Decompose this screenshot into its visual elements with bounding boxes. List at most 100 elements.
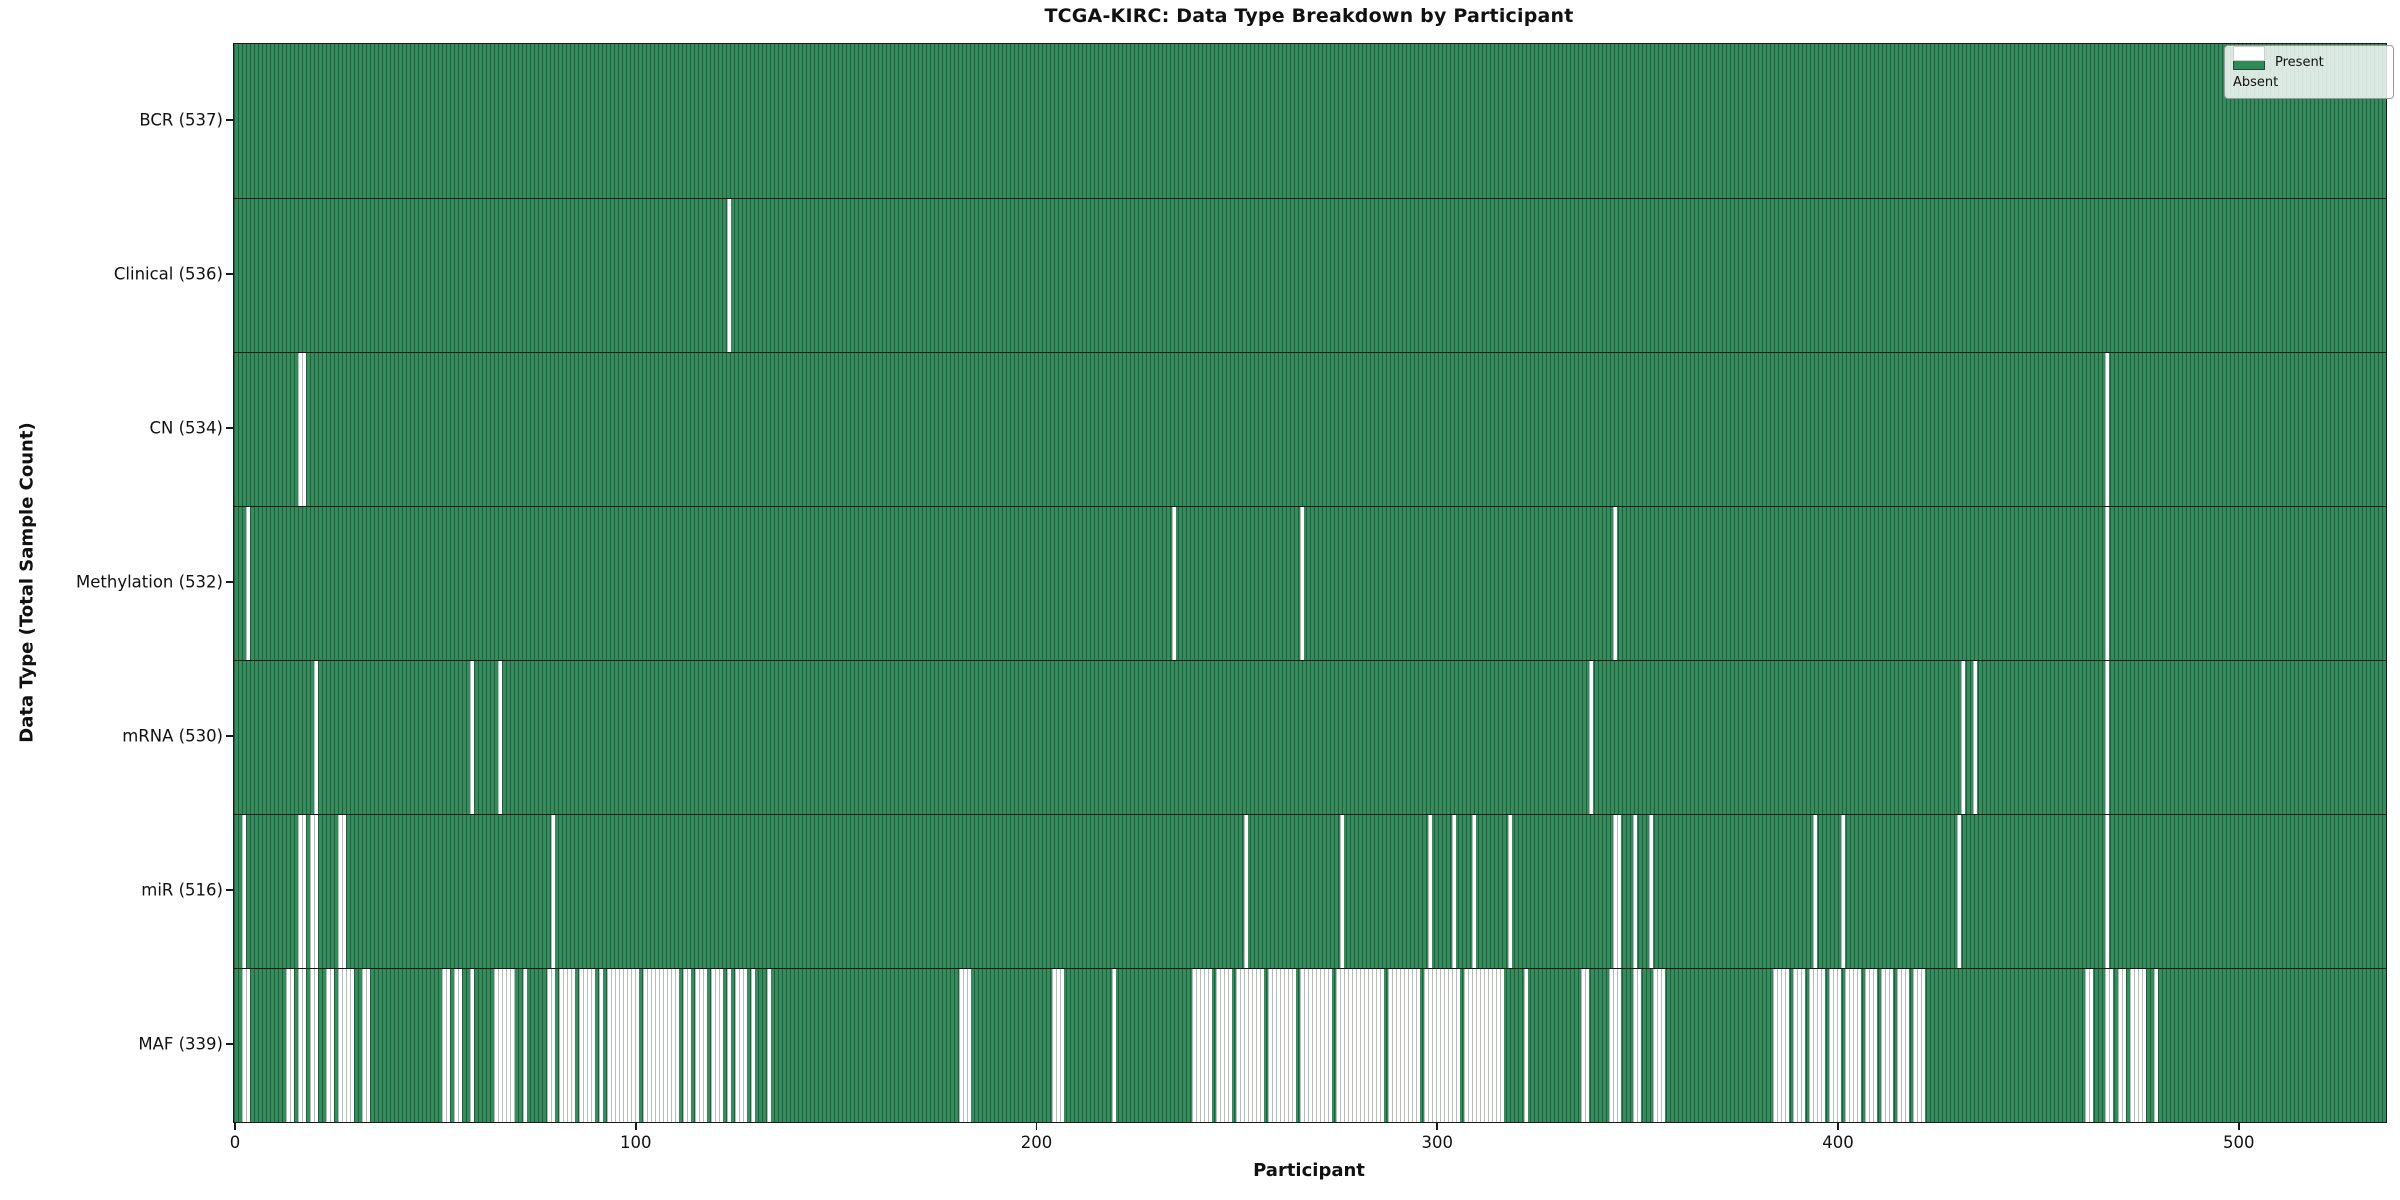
absent-segment: [338, 969, 355, 1122]
ytick-mark: [226, 1043, 233, 1045]
ytick-mark: [226, 119, 233, 121]
absent-segment: [326, 969, 335, 1122]
absent-segment: [550, 815, 555, 968]
ytick-mark: [226, 427, 233, 429]
absent-segment: [1336, 969, 1385, 1122]
absent-segment: [1632, 969, 1641, 1122]
absent-segment: [1881, 969, 1894, 1122]
absent-segment: [1508, 815, 1513, 968]
absent-segment: [494, 969, 515, 1122]
absent-segment: [1973, 661, 1978, 814]
absent-segment: [1608, 969, 1621, 1122]
absent-segment: [734, 969, 747, 1122]
absent-segment: [2105, 353, 2110, 506]
absent-segment: [726, 199, 731, 352]
plot-area: [233, 43, 2387, 1123]
absent-segment: [1051, 969, 1064, 1122]
absent-segment: [558, 969, 575, 1122]
xtick-mark: [1035, 1122, 1038, 1130]
row-cn: [234, 352, 2386, 506]
absent-segment: [1171, 507, 1176, 660]
ytick-mark: [226, 735, 233, 737]
absent-segment: [298, 353, 307, 506]
absent-segment: [454, 969, 463, 1122]
absent-segment: [310, 815, 319, 968]
xtick-mark: [634, 1122, 637, 1130]
absent-segment: [286, 969, 295, 1122]
absent-segment: [242, 815, 246, 968]
absent-segment: [1388, 969, 1421, 1122]
absent-swatch-icon: [2233, 46, 2265, 61]
absent-segment: [1808, 969, 1825, 1122]
xtick-mark: [1837, 1122, 1839, 1130]
xtick-label-0: 0: [229, 1133, 241, 1152]
absent-segment: [642, 969, 679, 1122]
absent-segment: [1652, 969, 1665, 1122]
absent-segment: [1840, 815, 1845, 968]
absent-segment: [314, 661, 319, 814]
absent-segment: [546, 969, 555, 1122]
ytick-label-mrna: mRNA (530): [122, 726, 223, 746]
legend-label-absent: Absent: [2233, 74, 2279, 90]
absent-segment: [1792, 969, 1805, 1122]
absent-segment: [1215, 969, 1232, 1122]
absent-segment: [1424, 969, 1461, 1122]
xtick-label-200: 200: [1020, 1133, 1053, 1152]
xtick-mark: [234, 1122, 236, 1130]
row-maf: [234, 968, 2386, 1122]
ytick-label-clinical: Clinical (536): [113, 264, 223, 284]
absent-segment: [710, 969, 723, 1122]
absent-segment: [2105, 661, 2110, 814]
absent-segment: [2105, 969, 2114, 1122]
absent-segment: [1588, 661, 1593, 814]
absent-segment: [522, 969, 527, 1122]
absent-segment: [298, 815, 307, 968]
absent-segment: [242, 969, 250, 1122]
absent-segment: [1913, 969, 1926, 1122]
row-methylation: [234, 506, 2386, 660]
absent-segment: [1897, 969, 1910, 1122]
absent-segment: [1472, 815, 1477, 968]
row-bcr: [234, 44, 2386, 198]
absent-segment: [1267, 969, 1296, 1122]
legend-item-absent: Absent: [2233, 46, 2385, 92]
xtick-label-400: 400: [1822, 1133, 1854, 1152]
ytick-label-methylation: Methylation (532): [76, 572, 223, 592]
absent-segment: [1299, 969, 1333, 1122]
xtick-mark: [1436, 1122, 1439, 1130]
ytick-label-bcr: BCR (537): [139, 110, 223, 130]
xtick-mark: [2237, 1122, 2240, 1130]
ytick-mark: [226, 581, 233, 583]
absent-segment: [2153, 969, 2158, 1122]
absent-segment: [1299, 507, 1304, 660]
absent-segment: [1235, 969, 1264, 1122]
absent-segment: [2105, 507, 2110, 660]
absent-segment: [1612, 815, 1621, 968]
row-mir: [234, 814, 2386, 968]
ytick-mark: [226, 273, 233, 275]
absent-segment: [498, 661, 503, 814]
absent-segment: [578, 969, 595, 1122]
absent-segment: [766, 969, 771, 1122]
absent-segment: [338, 815, 347, 968]
absent-segment: [1961, 661, 1966, 814]
ytick-label-maf: MAF (339): [138, 1034, 223, 1054]
y-axis-label: Data Type (Total Sample Count): [16, 422, 38, 743]
row-mrna: [234, 660, 2386, 814]
ytick-label-cn: CN (534): [149, 418, 223, 438]
absent-segment: [310, 969, 319, 1122]
absent-segment: [470, 969, 475, 1122]
absent-segment: [606, 969, 639, 1122]
absent-segment: [1191, 969, 1212, 1122]
absent-segment: [1428, 815, 1433, 968]
absent-segment: [362, 969, 371, 1122]
absent-segment: [1243, 815, 1248, 968]
absent-segment: [2085, 969, 2094, 1122]
legend-label-present: Present: [2275, 54, 2324, 70]
absent-segment: [1957, 815, 1962, 968]
absent-segment: [682, 969, 691, 1122]
absent-segment: [598, 969, 603, 1122]
absent-segment: [1612, 507, 1617, 660]
chart-title: TCGA-KIRC: Data Type Breakdown by Partic…: [1044, 5, 1574, 27]
